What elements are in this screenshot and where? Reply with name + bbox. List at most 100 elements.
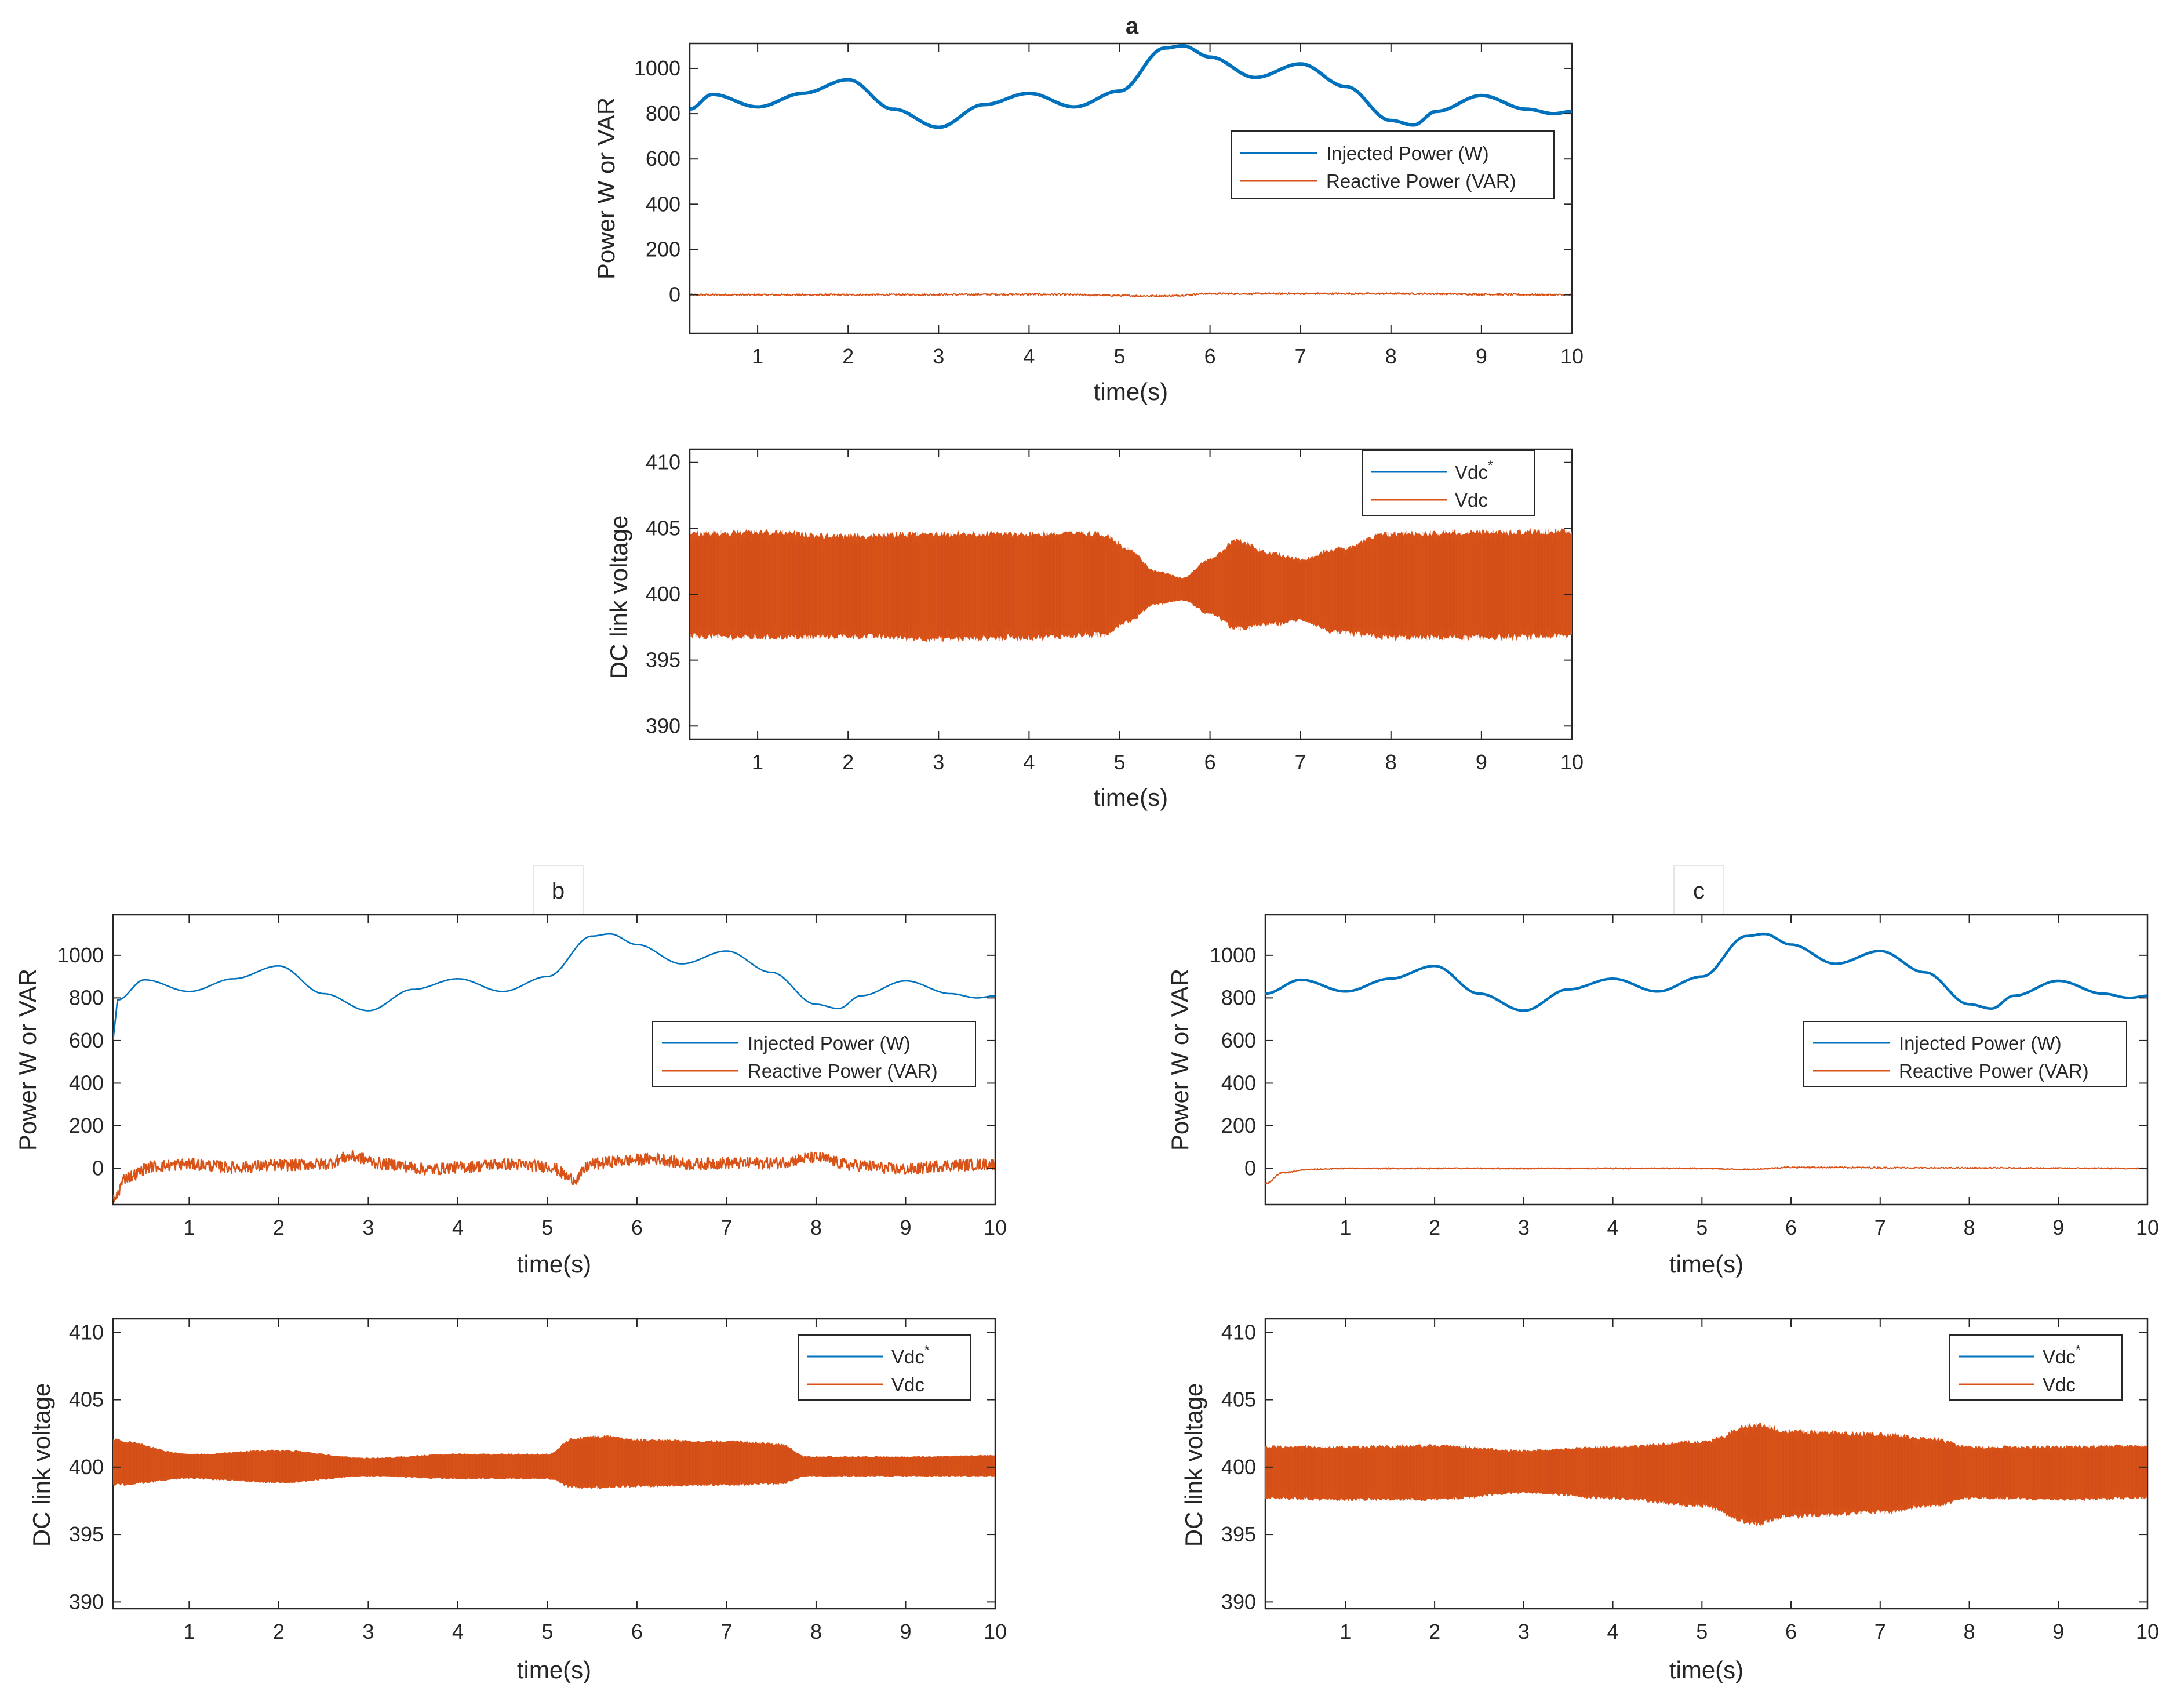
legend-label-vdc: Vdc: [2043, 1374, 2076, 1395]
x-tick-label: 6: [1204, 344, 1216, 368]
legend-label-ref-text: Vdc: [1455, 461, 1488, 483]
legend-box: [1949, 1334, 2123, 1401]
x-tick-label: 5: [1113, 750, 1125, 774]
panel-a-power-chart: a 1 2 3 4 5 6 7 8 9 10 0 200 400 600 800 1000 time(s) P…: [592, 13, 1584, 405]
y-tick-label: 400: [646, 582, 680, 606]
x-tick-label: 10: [984, 1216, 1007, 1239]
plot-area: [1265, 932, 2147, 1185]
legend-label-ref: Vdc*: [891, 1343, 930, 1368]
legend-box: [1803, 1021, 2127, 1087]
legend: Vdc* Vdc: [1362, 450, 1535, 516]
y-tick-label: 1000: [1210, 943, 1256, 967]
y-tick-label: 405: [1221, 1388, 1256, 1412]
legend-label-injected: Injected Power (W): [1899, 1032, 2062, 1054]
y-tick-label: 390: [646, 714, 680, 737]
y-tick-label: 200: [646, 237, 680, 261]
x-tick-label: 2: [1429, 1216, 1440, 1239]
y-tick-label: 395: [69, 1522, 104, 1546]
series-oscillation-vdc: [690, 528, 1572, 642]
y-axis-label: Power W or VAR: [1166, 969, 1193, 1151]
y-tick-label: 0: [92, 1157, 104, 1180]
x-tick-label: 7: [1295, 344, 1306, 368]
x-tick-label: 2: [842, 344, 854, 368]
legend-label-vdc: Vdc: [891, 1374, 924, 1395]
legend: Vdc* Vdc: [798, 1334, 971, 1401]
x-tick-label: 1: [1339, 1620, 1351, 1643]
x-tick-label: 9: [900, 1216, 911, 1239]
y-axis-label: DC link voltage: [605, 515, 632, 679]
x-axis-label: time(s): [1094, 784, 1168, 811]
plot-area: [1265, 1423, 2147, 1527]
x-tick-label: 5: [1696, 1620, 1708, 1643]
y-tick-label: 200: [1221, 1114, 1256, 1137]
legend-label-ref-sup: *: [2076, 1343, 2081, 1357]
panel-b-dc-chart: 1 2 3 4 5 6 7 8 9 10 390 395 400 405 410 time(s) DC li…: [28, 1318, 1007, 1683]
x-tick-label: 4: [452, 1620, 464, 1643]
x-tick-label: 6: [1785, 1620, 1797, 1643]
y-tick-label: 800: [646, 101, 680, 125]
y-tick-label: 410: [646, 450, 680, 474]
y-tick-label: 1000: [57, 943, 104, 967]
y-tick-label: 1000: [634, 56, 680, 80]
series-line-reactive-power: [113, 1150, 995, 1202]
series-oscillation-vdc: [113, 1435, 995, 1489]
x-tick-label: 4: [1023, 344, 1035, 368]
x-tick-label: 6: [631, 1620, 643, 1643]
legend: Injected Power (W) Reactive Power (VAR): [652, 1021, 976, 1087]
plot-area: [113, 933, 995, 1202]
x-tick-label: 6: [631, 1216, 643, 1239]
x-tick-label: 2: [273, 1216, 285, 1239]
x-tick-label: 3: [362, 1216, 374, 1239]
x-axis-label: time(s): [517, 1656, 591, 1683]
legend-label-ref-text: Vdc: [891, 1346, 924, 1368]
legend-label-ref-sup: *: [924, 1343, 930, 1357]
y-tick-label: 400: [1221, 1455, 1256, 1479]
y-tick-label: 600: [1221, 1028, 1256, 1052]
legend-label-reactive: Reactive Power (VAR): [1326, 170, 1516, 192]
x-tick-label: 3: [1518, 1620, 1530, 1643]
legend-label-ref-sup: *: [1488, 458, 1493, 472]
y-tick-label: 410: [1221, 1320, 1256, 1344]
series-line-reactive-power: [1265, 1166, 2147, 1185]
x-tick-label: 5: [1113, 344, 1125, 368]
x-axis-label: time(s): [1094, 378, 1168, 405]
x-tick-label: 3: [933, 344, 944, 368]
legend: Injected Power (W) Reactive Power (VAR): [1803, 1021, 2127, 1087]
panel-title-c: c: [1693, 878, 1705, 904]
y-tick-label: 800: [1221, 985, 1256, 1009]
y-tick-label: 0: [669, 283, 680, 307]
x-tick-label: 2: [273, 1620, 285, 1643]
x-tick-label: 1: [183, 1620, 195, 1643]
y-tick-label: 390: [1221, 1590, 1256, 1613]
y-tick-label: 405: [646, 516, 680, 540]
legend: Vdc* Vdc: [1949, 1334, 2123, 1401]
y-tick-label: 405: [69, 1388, 104, 1412]
plot-area: [690, 44, 1572, 298]
x-tick-label: 5: [541, 1620, 553, 1643]
legend-box: [652, 1021, 976, 1087]
y-tick-label: 600: [69, 1028, 104, 1052]
x-tick-label: 1: [752, 344, 763, 368]
x-tick-label: 10: [984, 1620, 1007, 1643]
x-tick-label: 2: [842, 750, 854, 774]
series-line-injected-power: [690, 44, 1572, 129]
y-tick-label: 400: [69, 1455, 104, 1479]
legend-label-reactive: Reactive Power (VAR): [1899, 1060, 2089, 1082]
x-tick-label: 7: [1874, 1216, 1886, 1239]
y-tick-label: 0: [1244, 1157, 1256, 1180]
x-tick-label: 1: [752, 750, 763, 774]
legend-label-injected: Injected Power (W): [748, 1032, 911, 1054]
x-tick-label: 7: [720, 1216, 732, 1239]
legend-label-ref-text: Vdc: [2043, 1346, 2076, 1368]
x-tick-label: 4: [1607, 1620, 1619, 1643]
x-tick-label: 10: [1560, 750, 1584, 774]
x-tick-label: 4: [452, 1216, 464, 1239]
y-tick-label: 200: [69, 1114, 104, 1137]
series-line-reactive-power: [690, 292, 1572, 298]
series-line-injected-power: [1265, 932, 2147, 1012]
legend-box: [798, 1334, 971, 1401]
panel-title-box: [1673, 865, 1724, 915]
x-tick-label: 6: [1204, 750, 1216, 774]
x-tick-label: 10: [1560, 344, 1584, 368]
